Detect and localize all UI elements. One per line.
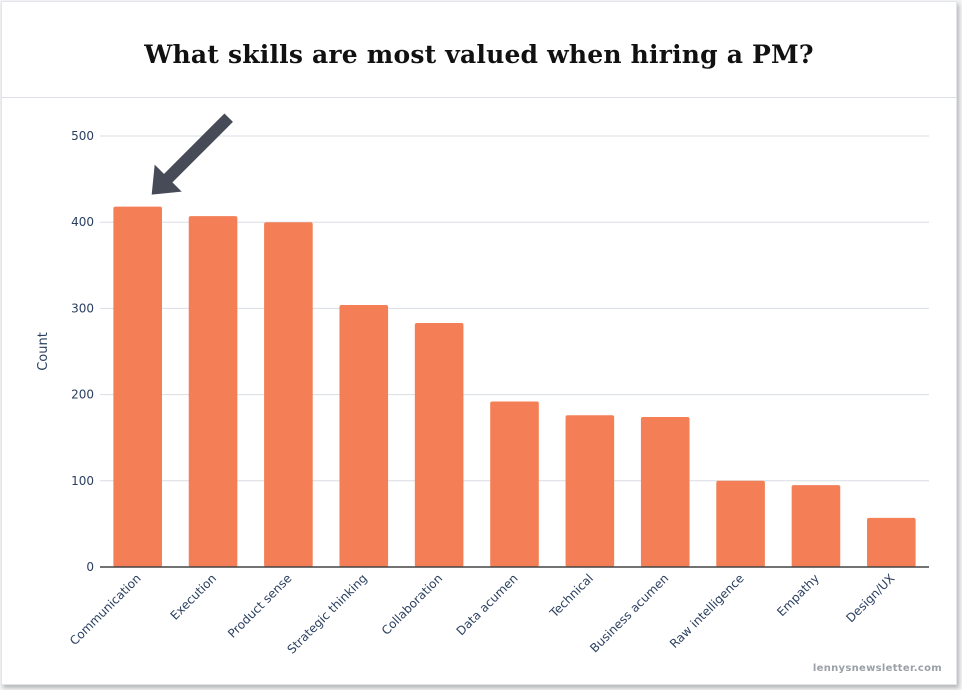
- bar-execution: [188, 216, 238, 567]
- title-bar: What skills are most valued when hiring …: [2, 2, 956, 98]
- bar-empathy: [791, 485, 841, 567]
- x-tick-label: Raw intelligence: [667, 571, 747, 651]
- y-tick-label: 0: [86, 560, 94, 574]
- y-axis-title: Count: [36, 332, 51, 371]
- annotation-arrow-icon: [151, 113, 233, 195]
- x-tick-label: Collaboration: [379, 571, 445, 637]
- x-tick-label: Technical: [546, 571, 596, 621]
- x-tick-label: Empathy: [774, 571, 822, 619]
- bar-collaboration: [414, 323, 464, 567]
- bar-business-acumen: [640, 417, 690, 567]
- y-tick-label: 400: [71, 215, 94, 229]
- bar-raw-intelligence: [716, 480, 765, 567]
- bar-design-ux: [867, 517, 916, 567]
- bar-strategic-thinking: [339, 304, 389, 567]
- bar-communication: [113, 206, 162, 567]
- bar-product-sense: [264, 222, 313, 567]
- x-tick-label: Design/UX: [843, 571, 897, 625]
- watermark: lennysnewsletter.com: [812, 663, 942, 674]
- chart-title: What skills are most valued when hiring …: [144, 40, 814, 69]
- y-tick-label: 200: [71, 388, 94, 402]
- x-tick-label: Data acumen: [454, 571, 521, 638]
- x-tick-label: Communication: [67, 571, 144, 648]
- bar-data-acumen: [490, 401, 539, 567]
- x-tick-label: Business acumen: [587, 571, 671, 655]
- y-tick-label: 300: [71, 301, 94, 315]
- x-tick-label: Strategic thinking: [284, 571, 369, 656]
- y-tick-label: 500: [71, 129, 94, 143]
- x-tick-label: Product sense: [225, 571, 294, 640]
- y-tick-label: 100: [71, 474, 94, 488]
- bar-technical: [565, 415, 615, 567]
- x-tick-label: Execution: [168, 571, 220, 623]
